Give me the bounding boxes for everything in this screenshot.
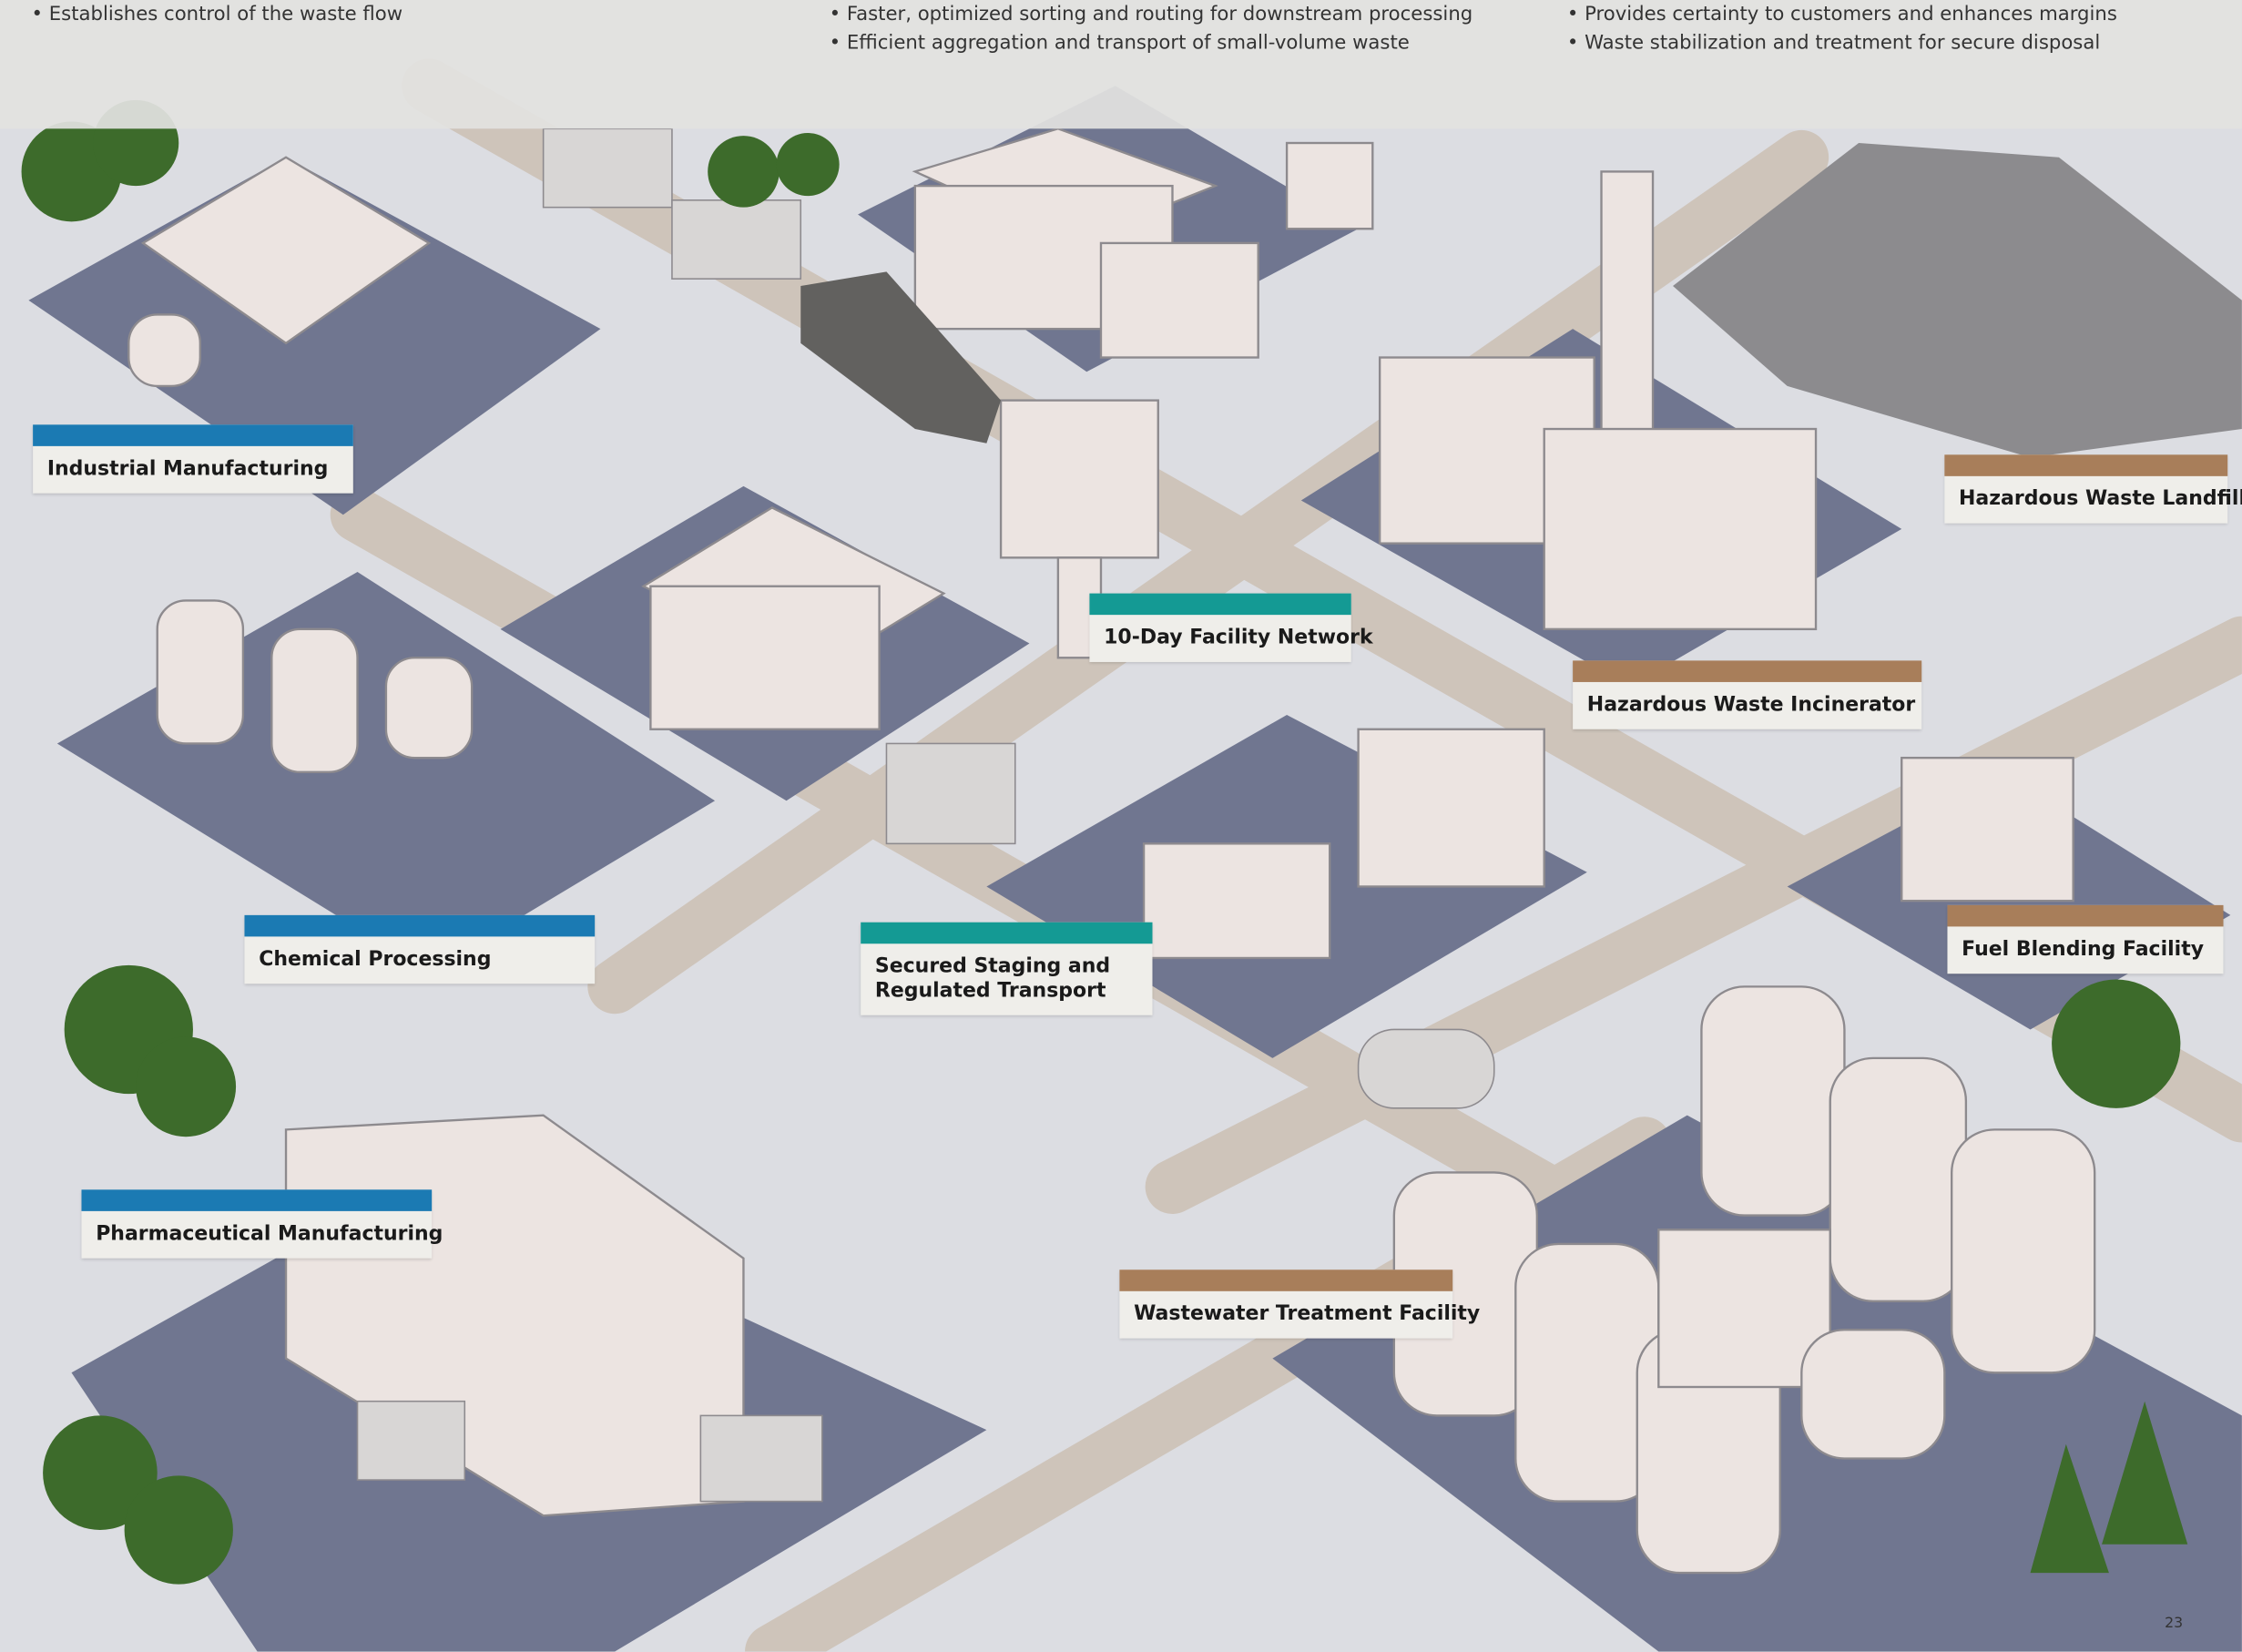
label-text: Pharmaceutical Manufacturing <box>81 1211 432 1259</box>
label-text: 10-Day Facility Network <box>1089 615 1350 662</box>
label-text: Hazardous Waste Incinerator <box>1573 682 1921 729</box>
label-text: Wastewater Treatment Facility <box>1119 1291 1452 1339</box>
label-line: Regulated Transport <box>875 980 1138 1004</box>
bullet-column: • Establishes control of the waste flow <box>32 0 403 28</box>
page-number: 23 <box>2165 1616 2183 1631</box>
facility-label: Pharmaceutical Manufacturing <box>81 1189 432 1258</box>
bullet: • Waste stabilization and treatment for … <box>1567 28 2117 56</box>
illustration <box>0 0 2242 1651</box>
bullet: • Faster, optimized sorting and routing … <box>830 0 1473 28</box>
header-band: • Establishes control of the waste flow … <box>0 0 2242 128</box>
bullet: • Provides certainty to customers and en… <box>1567 0 2117 28</box>
facility-label: Hazardous Waste Landfill <box>1944 454 2227 523</box>
facility-label: Wastewater Treatment Facility <box>1119 1270 1452 1338</box>
bullet: • Establishes control of the waste flow <box>32 0 403 28</box>
label-text: Industrial Manufacturing <box>33 446 353 494</box>
bullet-column: • Faster, optimized sorting and routing … <box>830 0 1473 57</box>
label-text: Fuel Blending Facility <box>1947 926 2223 974</box>
facility-label: 10-Day Facility Network <box>1089 594 1350 662</box>
bullet-column: • Provides certainty to customers and en… <box>1567 0 2117 57</box>
facility-label: Hazardous Waste Incinerator <box>1573 660 1921 729</box>
label-text: Chemical Processing <box>244 936 595 984</box>
label-text: Hazardous Waste Landfill <box>1944 476 2227 524</box>
facility-label: Industrial Manufacturing <box>33 424 353 493</box>
facility-label: Fuel Blending Facility <box>1947 905 2223 974</box>
bullet: • Efficient aggregation and transport of… <box>830 28 1473 56</box>
label-line: Secured Staging and <box>875 955 1138 980</box>
page: • Establishes control of the waste flow … <box>0 0 2242 1651</box>
facility-label: Chemical Processing <box>244 915 595 984</box>
